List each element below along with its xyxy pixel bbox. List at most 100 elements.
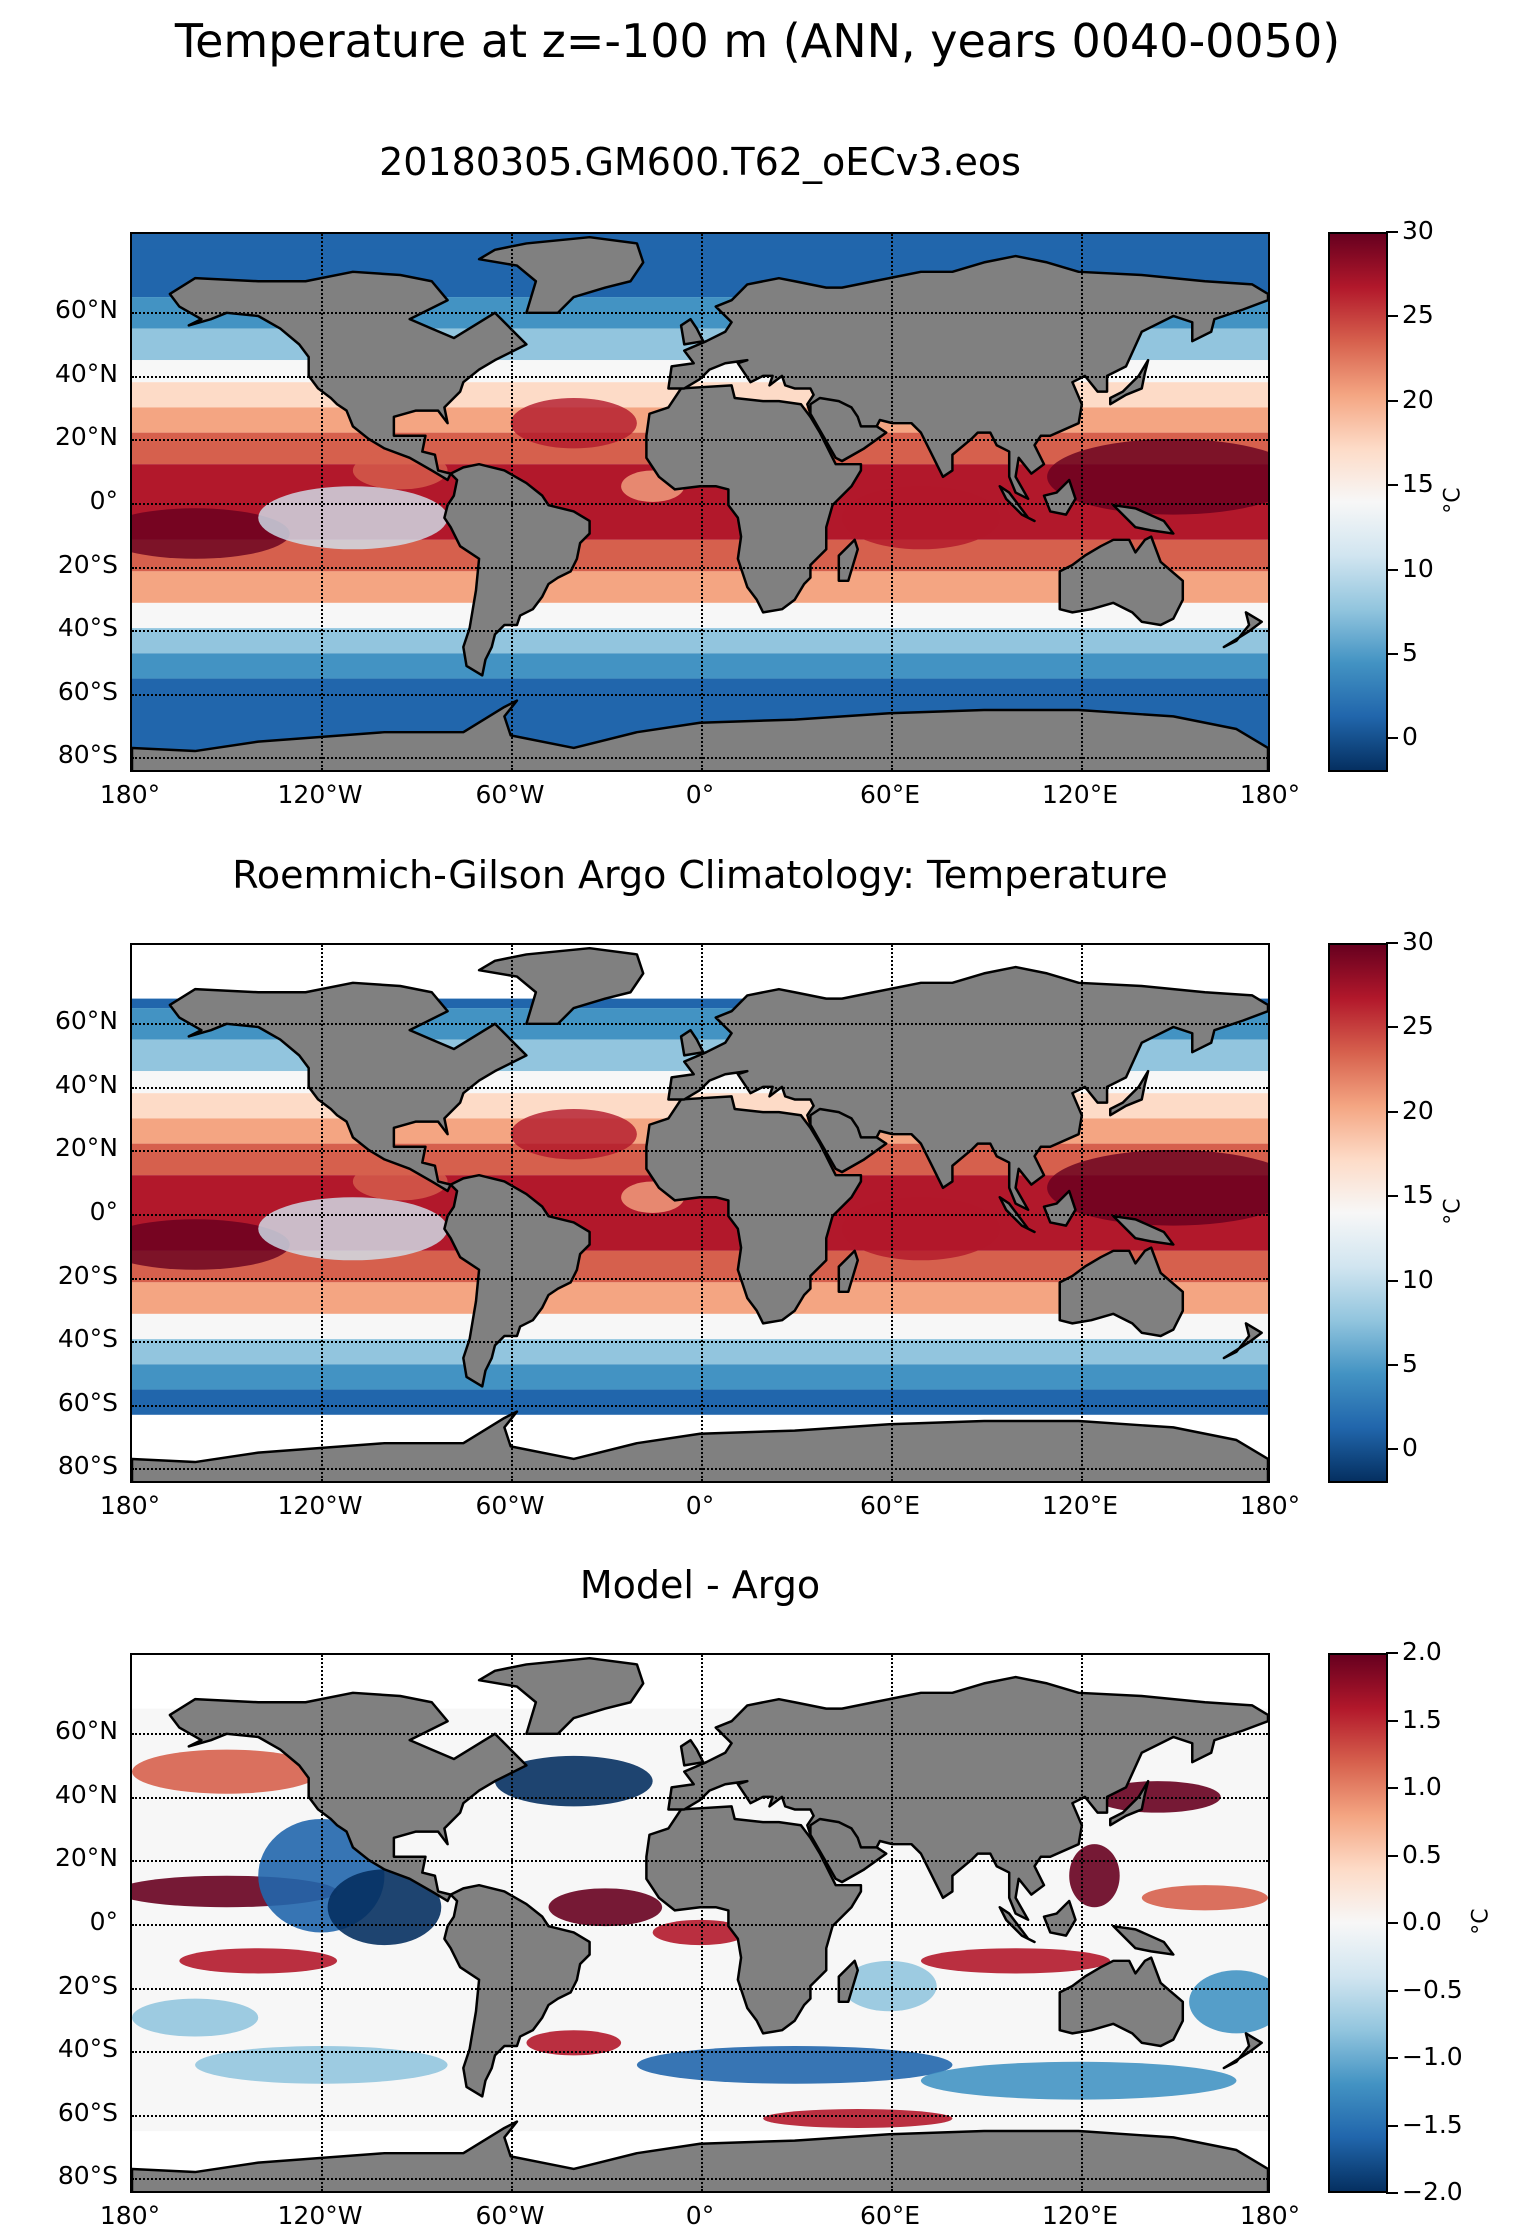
temperature-feature <box>132 1219 290 1270</box>
x-tick-label: 120°E <box>1041 1491 1118 1520</box>
land-antarctica <box>132 699 1268 770</box>
land-japan <box>1109 358 1150 406</box>
difference-anomaly <box>1069 1844 1120 1908</box>
land-southAmerica <box>443 462 591 677</box>
difference-anomaly <box>327 1869 442 1946</box>
land-greenland <box>477 1656 645 1736</box>
temperature-feature <box>842 486 1000 550</box>
colorbar-tick <box>1386 1026 1398 1029</box>
gridline-lat <box>132 1733 1268 1736</box>
land-newGuinea <box>1112 1214 1175 1246</box>
y-tick-label: 60°S <box>57 676 118 706</box>
panel-title: Model - Argo <box>579 1563 821 1607</box>
gridline-lon <box>701 234 703 770</box>
colorbar-tick-label: 25 <box>1402 300 1434 330</box>
gridline-lon <box>1081 1655 1083 2191</box>
y-tick-label: 20°N <box>54 422 118 452</box>
y-tick-label: 60°N <box>54 1006 118 1036</box>
land-northAmerica <box>168 981 528 1193</box>
gridline-lat <box>132 1150 1268 1153</box>
panel-title: 20180305.GM600.T62_oECv3.eos <box>379 140 1021 184</box>
land-britain <box>679 317 705 346</box>
colorbar <box>1328 232 1388 772</box>
colorbar-tick-label: −1.0 <box>1402 2042 1463 2071</box>
land-africa <box>645 1095 863 1325</box>
land-antarctica <box>132 1410 1268 1481</box>
figure-title: Temperature at z=-100 m (ANN, years 0040… <box>174 14 1341 68</box>
colorbar-tick-label: 30 <box>1402 216 1434 245</box>
y-tick-label: 80°S <box>57 1451 118 1481</box>
gridline-lon <box>891 1655 893 2191</box>
gridline-lon <box>321 1655 323 2191</box>
difference-anomaly <box>179 1948 338 1974</box>
temperature-band <box>132 1364 1268 1390</box>
colorbar-tick <box>1386 1922 1398 1924</box>
x-tick-label: 60°W <box>475 2201 545 2230</box>
gridline-lon <box>891 945 893 1481</box>
land-britain <box>679 1028 705 1057</box>
colorbar-tick <box>1386 942 1398 944</box>
colorbar-tick <box>1386 1448 1398 1451</box>
colorbar-tick-label: −0.5 <box>1402 1974 1463 2004</box>
x-tick-label: 180° <box>1239 1491 1301 1520</box>
colorbar-tick <box>1386 1279 1398 1282</box>
colorbar-tick-label: −1.5 <box>1402 2109 1463 2139</box>
difference-anomaly <box>1141 1885 1268 1911</box>
land-newGuinea <box>1112 1924 1175 1956</box>
land-borneo <box>1042 478 1077 516</box>
gridline-lat <box>132 312 1268 315</box>
colorbar-tick <box>1386 484 1398 487</box>
land-madagascar <box>837 1959 859 2004</box>
gridline-lat <box>132 1468 1268 1471</box>
gridline-lat <box>132 2178 1268 2181</box>
x-tick-label: 0° <box>685 1491 715 1520</box>
y-tick-label: 0° <box>89 486 118 515</box>
x-tick-label: 60°E <box>859 2201 921 2230</box>
x-tick-label: 180° <box>99 2201 161 2230</box>
y-tick-label: 20°N <box>54 1843 118 1873</box>
colorbar-tick-label: 10 <box>1402 553 1434 583</box>
gridline-lat <box>132 1341 1268 1344</box>
difference-anomaly <box>132 1749 322 1794</box>
land-borneo <box>1042 1189 1077 1227</box>
land-arabian <box>809 396 888 463</box>
colorbar-tick <box>1386 2057 1398 2059</box>
gridline-lat <box>132 1924 1268 1926</box>
x-tick-label: 180° <box>99 780 161 809</box>
colorbar <box>1328 943 1388 1483</box>
land-australia <box>1058 1246 1185 1338</box>
y-tick-label: 0° <box>89 1197 118 1226</box>
map-panel <box>130 1653 1270 2193</box>
gridline-lat <box>132 1796 1268 1799</box>
y-tick-label: 40°N <box>54 1069 118 1099</box>
colorbar-tick-label: 0 <box>1402 1433 1418 1463</box>
gridline-lat <box>132 1023 1268 1026</box>
y-tick-label: 60°S <box>57 1387 118 1417</box>
y-tick-label: 80°S <box>57 740 118 770</box>
colorbar <box>1328 1653 1388 2193</box>
gridline-lon <box>701 1655 703 2191</box>
colorbar-tick <box>1386 2124 1398 2127</box>
x-tick-label: 120°E <box>1041 780 1118 809</box>
colorbar-tick <box>1386 1854 1398 1857</box>
land-britain <box>679 1738 705 1767</box>
gridline-lat <box>132 1404 1268 1407</box>
colorbar-tick <box>1386 1110 1398 1113</box>
land-antarctica <box>132 2120 1268 2191</box>
y-tick-label: 20°S <box>57 549 118 579</box>
x-tick-label: 180° <box>1239 2201 1301 2230</box>
y-tick-label: 60°N <box>54 1716 118 1746</box>
gridline-lon <box>891 234 893 770</box>
x-tick-label: 120°W <box>277 1491 363 1520</box>
gridline-lon <box>511 234 513 770</box>
gridline-lat <box>132 757 1268 760</box>
difference-anomaly <box>1189 1970 1268 2034</box>
colorbar-tick <box>1386 1989 1398 1992</box>
land-borneo <box>1042 1899 1077 1937</box>
colorbar-tick-label: 15 <box>1402 1180 1434 1210</box>
temperature-band <box>132 653 1268 679</box>
gridline-lat <box>132 1860 1268 1863</box>
difference-anomaly <box>494 1755 653 1807</box>
gridline-lat <box>132 2051 1268 2054</box>
colorbar-tick <box>1386 231 1398 233</box>
